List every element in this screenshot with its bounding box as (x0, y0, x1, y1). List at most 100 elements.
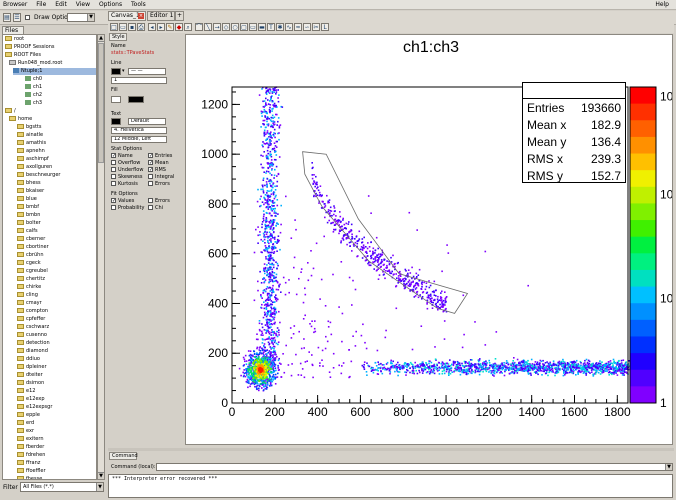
pavelabel-icon[interactable]: ▬ (258, 23, 266, 31)
pave-icon[interactable]: ▭ (249, 23, 257, 31)
checkbox-box[interactable] (148, 174, 153, 179)
tree-item-folder[interactable]: compton (17, 308, 48, 315)
tree-item-folder[interactable]: cusenno (17, 332, 47, 339)
checkbox-underflow[interactable]: Underflow (111, 167, 143, 174)
checkbox-box[interactable]: ✓ (111, 153, 117, 159)
menu-view[interactable]: View (75, 1, 91, 8)
checkbox-name[interactable]: ✓ Name (111, 153, 133, 160)
tree-item-folder[interactable]: cberner (17, 236, 45, 243)
tree-item-folder[interactable]: beschneurger (17, 172, 60, 179)
checkbox-kurtosis[interactable]: Kurtosis (111, 181, 138, 188)
checkbox-probability[interactable]: Probability (111, 205, 144, 212)
command-input[interactable]: ▼ (156, 463, 673, 471)
tree-item-folder[interactable]: fdrehen (17, 452, 45, 459)
tree-item-home[interactable]: home (9, 116, 32, 123)
tree-item-folder[interactable]: detection (17, 340, 50, 347)
checkbox-box[interactable]: ✓ (148, 153, 154, 159)
list-view-icon[interactable]: ☰ (13, 13, 21, 22)
tree-item-folder[interactable]: exitern (17, 436, 44, 443)
checkbox-box[interactable] (148, 205, 153, 210)
checkbox-box[interactable]: ✓ (148, 167, 154, 173)
checkbox-skewness[interactable]: Skewness (111, 174, 143, 181)
checkbox-overflow[interactable]: Overflow (111, 160, 140, 167)
draw-option-checkbox[interactable] (25, 15, 30, 20)
font-select[interactable]: 4. Helvetica (111, 127, 167, 134)
new-browser-icon[interactable]: ▤ (3, 13, 11, 22)
tab-canvas[interactable]: Canvas_1 × (108, 11, 146, 21)
scroll-down-icon[interactable]: ▼ (98, 472, 104, 479)
tree-item-folder[interactable]: chirke (17, 284, 41, 291)
arrow-icon[interactable]: → (213, 23, 221, 31)
checkbox-box[interactable] (111, 174, 116, 179)
checkbox-entries[interactable]: ✓ Entries (148, 153, 172, 160)
graphical-cut-polygon[interactable] (302, 151, 469, 314)
tree-item-folder[interactable]: ffranz (17, 460, 40, 467)
tree-item-folder[interactable]: dpleiner (17, 364, 47, 371)
close-icon[interactable]: × (138, 13, 144, 19)
text-style-select[interactable]: Default (128, 118, 166, 125)
tree-item-folder[interactable]: ffoeffler (17, 468, 46, 475)
checkbox-box[interactable] (111, 167, 116, 172)
tab-editor[interactable]: Editor 1 (147, 11, 175, 21)
checkbox-rms[interactable]: ✓ RMS (148, 167, 166, 174)
tree-item-folder[interactable]: e12exp (17, 396, 45, 403)
ellipse-icon[interactable]: ○ (231, 23, 239, 31)
tree-item-folder[interactable]: cschwarz (17, 324, 49, 331)
tree-item-leaf[interactable]: ch1 (25, 84, 42, 91)
tree-item-folder[interactable]: calfs (17, 228, 38, 235)
line-color-swatch[interactable] (111, 68, 121, 75)
tree-item-folder[interactable]: bhess (17, 180, 41, 187)
tree-item-leaf[interactable]: ch2 (25, 92, 42, 99)
tree-item-folder[interactable]: cmayr (17, 300, 42, 307)
tree-item-ntuple[interactable]: Ntuple;1 (13, 68, 96, 75)
tree-item-leaf[interactable]: ch0 (25, 76, 42, 83)
tree-item-folder[interactable]: apnehn (17, 148, 45, 155)
tab-command[interactable]: Command (109, 452, 138, 460)
tree-item-folder[interactable]: bmbf (17, 204, 39, 211)
chevron-down-icon[interactable]: ▼ (96, 483, 103, 491)
tree-item-folder[interactable]: cpfeffer (17, 316, 45, 323)
tree-item-folder[interactable]: cbortiner (17, 244, 49, 251)
tree-item-folder[interactable]: amathis (17, 140, 46, 147)
fill-pattern-select[interactable] (128, 96, 144, 103)
chevron-down-icon[interactable]: ▾ (122, 68, 125, 74)
tree-item-folder[interactable]: chertitz (17, 276, 45, 283)
tree-item-folder[interactable]: fberder (17, 444, 44, 451)
marker-icon[interactable]: ✱ (276, 23, 284, 31)
checkbox-chi[interactable]: Chi (148, 205, 163, 212)
new-tab-icon[interactable]: + (175, 11, 184, 21)
tree-item-folder[interactable]: bmbn (17, 212, 40, 219)
open-icon[interactable]: ▭ (119, 23, 127, 31)
checkbox-box[interactable]: ✓ (111, 198, 117, 204)
tree-item-folder[interactable]: erd (17, 420, 34, 427)
fill-color-swatch[interactable] (111, 96, 121, 103)
tree-item-folder[interactable]: epple (17, 412, 40, 419)
checkbox-box[interactable] (111, 205, 116, 210)
tree-item-leaf[interactable]: ch3 (25, 100, 42, 107)
tree-item-folder[interactable]: cgeck (17, 260, 41, 267)
line-style-select[interactable]: — — (128, 68, 166, 75)
curly-arc-icon[interactable]: ∽ (303, 23, 311, 31)
tree-item-folder[interactable]: fhesse (17, 476, 42, 479)
tree-item-folder[interactable]: cling (17, 292, 38, 299)
checkbox-errors[interactable]: Errors (148, 198, 170, 205)
checkbox-box[interactable]: ✓ (148, 160, 154, 166)
cut-icon[interactable]: ✂ (312, 23, 320, 31)
tree-item-folder[interactable]: bkaiser (17, 188, 44, 195)
zoom-icon[interactable]: ⌕ (184, 23, 192, 31)
stats-box[interactable]: Entries 193660 Mean x 182.9 Mean y 136.4 RMS x… (522, 82, 626, 183)
inspect-icon[interactable]: ◆ (175, 23, 183, 31)
text-icon[interactable]: T (267, 23, 275, 31)
diamond-icon[interactable]: ◇ (222, 23, 230, 31)
tree-item-folder[interactable]: cbrühn (17, 252, 44, 259)
arc-icon[interactable]: ⌒ (195, 23, 203, 31)
print-icon[interactable]: ⎙ (137, 23, 145, 31)
forward-icon[interactable]: ▸ (157, 23, 165, 31)
checkbox-box[interactable] (111, 181, 116, 186)
menu-browser[interactable]: Browser (3, 1, 28, 8)
back-icon[interactable]: ◂ (148, 23, 156, 31)
checkbox-box[interactable] (148, 181, 153, 186)
new-canvas-icon[interactable]: □ (110, 23, 118, 31)
checkbox-values[interactable]: ✓ Values (111, 198, 134, 205)
tree-item-folder[interactable]: ddiuo (17, 356, 40, 363)
